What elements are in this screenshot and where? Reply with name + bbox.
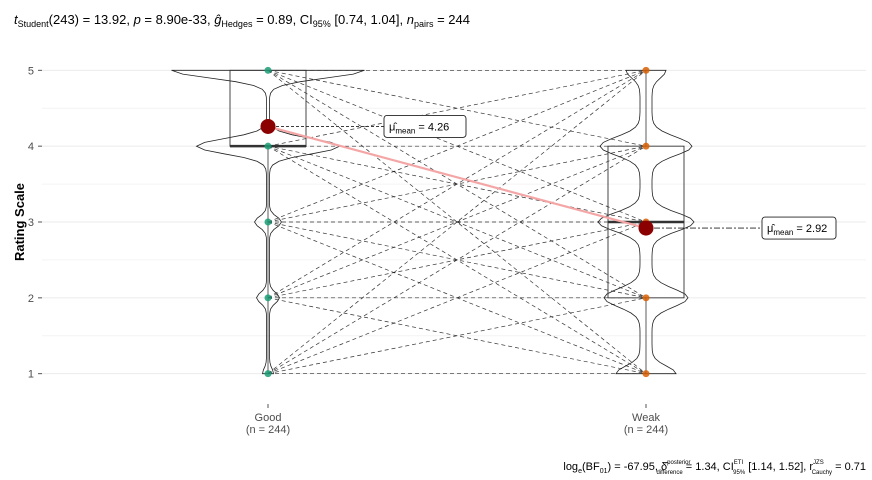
data-point bbox=[642, 294, 650, 302]
mean-markers: μ̂mean = 4.26 μ̂mean = 2.92 bbox=[260, 114, 837, 240]
mean-label-box bbox=[761, 216, 837, 240]
data-point bbox=[642, 370, 650, 378]
violins bbox=[171, 69, 695, 375]
paired-lines bbox=[267, 69, 647, 375]
x-tick-count: (n = 244) bbox=[624, 424, 668, 436]
y-axis-title: Rating Scale bbox=[12, 183, 27, 261]
y-tick-label: 2 bbox=[28, 293, 34, 305]
data-point bbox=[642, 142, 650, 150]
data-point bbox=[264, 294, 272, 302]
pair-line bbox=[267, 70, 647, 299]
pair-line bbox=[267, 221, 647, 374]
data-point bbox=[264, 142, 272, 150]
data-point bbox=[642, 66, 650, 74]
pair-line bbox=[267, 70, 647, 374]
chart-caption: loge(BF01) = -67.95, δ̂posterior differen… bbox=[563, 460, 866, 476]
x-tick-label: Weak bbox=[632, 412, 660, 424]
y-tick-label: 5 bbox=[28, 65, 34, 77]
x-tick-count: (n = 244) bbox=[246, 424, 290, 436]
data-points bbox=[264, 66, 650, 378]
mean-point bbox=[638, 220, 654, 236]
pair-line bbox=[267, 145, 647, 374]
x-tick-label: Good bbox=[255, 412, 282, 424]
data-point bbox=[264, 66, 272, 74]
violin-good bbox=[171, 69, 365, 375]
mean-point bbox=[260, 118, 276, 134]
y-tick-label: 1 bbox=[28, 369, 34, 381]
y-tick-label: 3 bbox=[28, 217, 34, 229]
pair-line bbox=[267, 145, 647, 299]
y-axis-ticks: 1 2 3 4 5 bbox=[28, 65, 42, 381]
pair-line bbox=[267, 70, 647, 223]
pair-line bbox=[267, 297, 647, 375]
data-point bbox=[264, 218, 272, 226]
mean-label: μ̂mean = 4.26 bbox=[389, 121, 449, 135]
chart-subtitle: tStudent(243) = 13.92, p = 8.90e-33, ĝHe… bbox=[14, 12, 470, 29]
mean-connect-line bbox=[267, 125, 647, 230]
y-tick-label: 4 bbox=[28, 141, 34, 153]
data-point bbox=[264, 370, 272, 378]
violin-weak bbox=[597, 69, 695, 375]
x-axis-labels: Good(n = 244)Weak(n = 244) bbox=[246, 404, 668, 436]
pair-line bbox=[267, 69, 647, 147]
pair-line bbox=[267, 70, 647, 374]
mean-label-box bbox=[383, 114, 467, 138]
mean-label: μ̂mean = 2.92 bbox=[767, 223, 827, 237]
